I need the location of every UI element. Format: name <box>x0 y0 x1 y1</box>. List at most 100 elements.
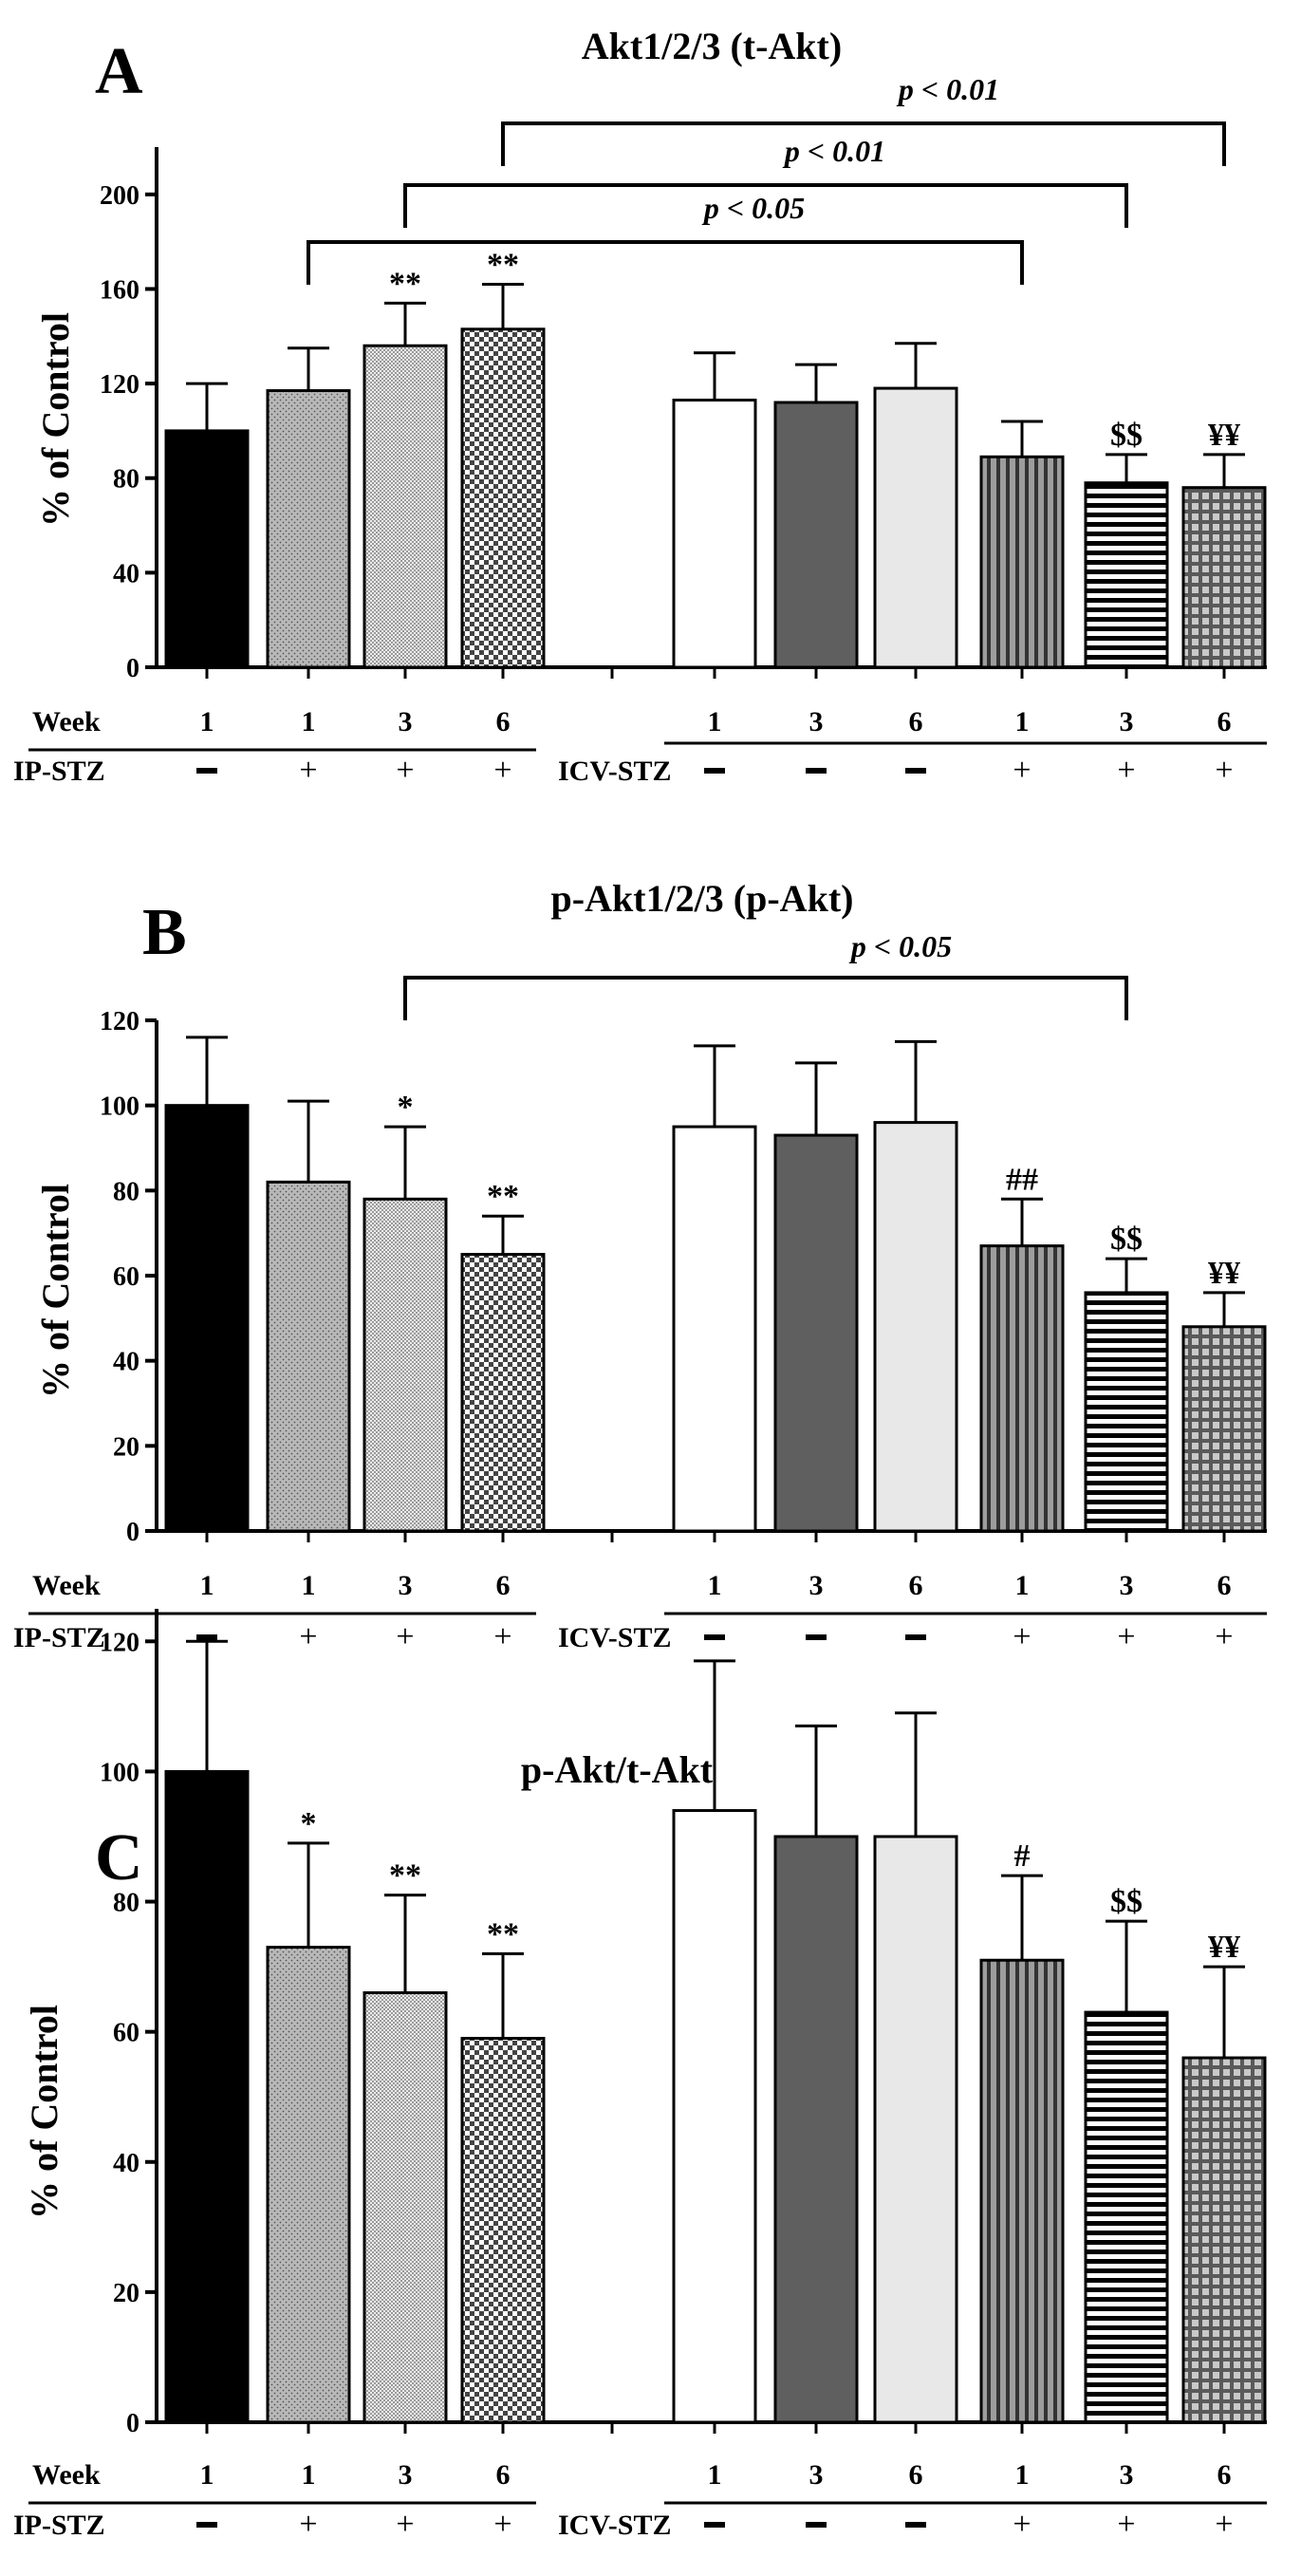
treatment-sign: − <box>816 1646 817 1648</box>
significance-marker: ¥¥ <box>1208 418 1240 453</box>
treatment-minus <box>806 2522 827 2528</box>
significance-marker: $$ <box>1110 418 1143 453</box>
treatment-minus <box>905 1634 926 1640</box>
row-label-week: Week <box>32 1570 101 1601</box>
significance-marker: $$ <box>1110 1884 1143 1919</box>
bar <box>266 1946 351 2424</box>
treatment-sign: + <box>1117 2507 1135 2542</box>
significance-marker: $$ <box>1110 1222 1143 1257</box>
bar <box>1181 1325 1267 1533</box>
chart-bars <box>164 1036 1267 1533</box>
treatment-sign: − <box>816 779 817 781</box>
week-label: 3 <box>809 1570 824 1601</box>
bracket-label: p < 0.01 <box>782 134 885 168</box>
treatment-sign: + <box>299 753 317 788</box>
panel-letter-a: A <box>95 35 143 108</box>
y-tick-label: 60 <box>113 2019 139 2048</box>
y-axis-label: % of Control <box>23 2005 65 2219</box>
treatment-minus <box>806 1634 827 1640</box>
y-tick-label: 0 <box>126 2409 139 2438</box>
treatment-sign: + <box>1215 753 1233 788</box>
week-label: 1 <box>1015 1570 1030 1601</box>
treatment-minus <box>806 768 827 774</box>
bracket-label: p < 0.01 <box>896 72 999 106</box>
panel-b: B p-Akt1/2/3 (p-Akt) 0 20 40 60 80 100 120 1 − 1… <box>13 877 1267 1654</box>
treatment-sign: + <box>396 1619 414 1654</box>
treatment-minus <box>196 768 217 774</box>
chart-annotations: 1 − * 1 + ** 3 + ** 6 +1 − 3 − 6 − #1 + $$ 3 + ¥¥ 6 + <box>196 1806 1240 2542</box>
significance-marker: * <box>398 1090 414 1125</box>
chart-title: p-Akt1/2/3 (p-Akt) <box>551 877 854 920</box>
significance-bracket <box>307 240 1024 285</box>
treatment-sign: + <box>299 2507 317 2542</box>
week-label: 6 <box>909 1570 923 1601</box>
significance-marker: ¥¥ <box>1208 1930 1240 1965</box>
bar <box>460 2036 546 2424</box>
significance-bracket <box>501 121 1226 166</box>
treatment-minus <box>704 1634 725 1640</box>
bar <box>1084 2010 1169 2424</box>
panel-letter-c: C <box>95 1821 143 1895</box>
week-label: 3 <box>399 706 413 737</box>
week-label: 3 <box>1120 1570 1134 1601</box>
treatment-sign: − <box>715 1646 716 1648</box>
treatment-sign: + <box>396 2507 414 2542</box>
treatment-minus <box>196 1634 217 1640</box>
y-tick-label: 20 <box>113 2279 139 2308</box>
significance-marker: ¥¥ <box>1208 1256 1240 1291</box>
bracket-label: p < 0.05 <box>848 929 952 963</box>
treatment-sign: + <box>1215 1619 1233 1654</box>
row-label-week: Week <box>32 2459 101 2491</box>
treatment-minus <box>196 2522 217 2528</box>
week-label: 6 <box>496 1570 511 1601</box>
bar <box>164 1769 250 2424</box>
bar <box>773 1835 859 2424</box>
treatment-sign: − <box>715 779 716 781</box>
y-tick-label: 160 <box>100 275 139 305</box>
y-tick-label: 40 <box>113 1348 139 1377</box>
bar <box>164 1104 250 1533</box>
week-label: 1 <box>1015 2459 1030 2491</box>
significance-marker: ** <box>487 247 519 282</box>
week-label: 6 <box>909 706 923 737</box>
significance-marker: * <box>301 1806 317 1841</box>
row-label-ip-stz: IP-STZ <box>13 756 105 787</box>
week-label: 1 <box>302 2459 316 2491</box>
week-label: 1 <box>708 1570 722 1601</box>
bar <box>873 1121 958 1533</box>
treatment-minus <box>905 2522 926 2528</box>
bar <box>979 1244 1065 1533</box>
chart-annotations: 1−1+*3+**6+1−3−6−##1+$$3+¥¥6+p < 0.05 <box>196 929 1240 1654</box>
y-tick-label: 80 <box>113 1889 139 1918</box>
chart-bars <box>164 282 1267 669</box>
row-label-ip-stz: IP-STZ <box>13 2510 105 2541</box>
y-tick-label: 40 <box>113 559 139 588</box>
bar <box>672 399 757 669</box>
week-label: 6 <box>909 2459 923 2491</box>
significance-marker: # <box>1014 1839 1031 1874</box>
significance-marker: ** <box>389 1858 421 1894</box>
y-tick-label: 40 <box>113 2149 139 2178</box>
y-axis-label: % of Control <box>34 1184 77 1398</box>
panel-c: C p-Akt/t-Akt 0 20 40 60 80 100 120 1 − * 1 + ** 3 + *… <box>13 1609 1267 2542</box>
y-tick-label: 120 <box>100 1628 139 1657</box>
y-tick-label: 0 <box>126 1518 139 1547</box>
y-tick-label: 120 <box>100 370 139 400</box>
treatment-sign: + <box>1215 2507 1233 2542</box>
bar <box>672 1125 757 1533</box>
week-label: 1 <box>1015 706 1030 737</box>
week-label: 3 <box>1120 706 1134 737</box>
treatment-minus <box>905 768 926 774</box>
treatment-sign: + <box>396 753 414 788</box>
week-label: 1 <box>200 706 214 737</box>
week-label: 3 <box>809 706 824 737</box>
bar <box>1181 486 1267 669</box>
bar <box>873 386 958 669</box>
y-tick-label: 80 <box>113 465 139 495</box>
bar <box>979 455 1065 669</box>
significance-marker: ** <box>487 1916 519 1951</box>
treatment-sign: + <box>1013 753 1031 788</box>
bar <box>1181 2056 1267 2424</box>
treatment-sign: + <box>299 1619 317 1654</box>
